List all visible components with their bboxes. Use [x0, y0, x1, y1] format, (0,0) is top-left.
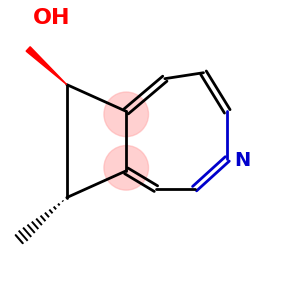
Text: OH: OH [33, 8, 71, 28]
Text: N: N [235, 151, 251, 170]
Circle shape [104, 146, 148, 190]
Circle shape [104, 92, 148, 136]
Polygon shape [26, 47, 67, 85]
